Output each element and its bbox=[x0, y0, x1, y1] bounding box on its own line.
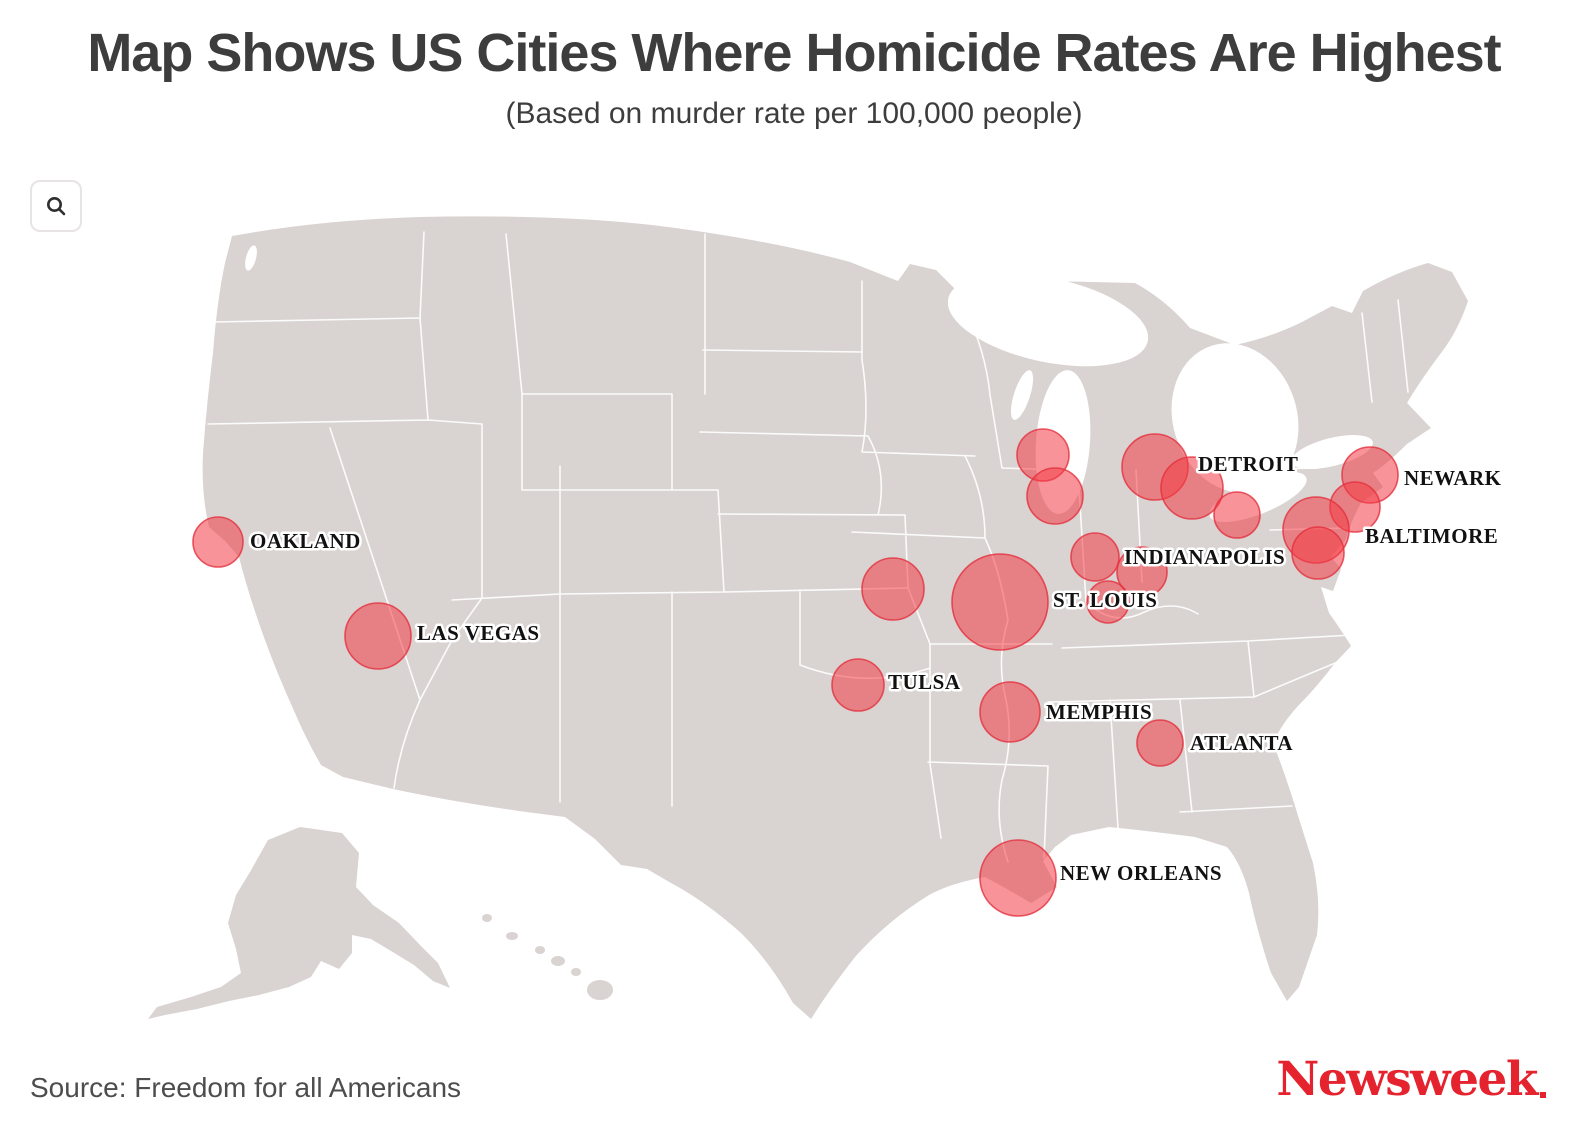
lake-superior bbox=[947, 273, 1149, 367]
newsweek-logo-text: Newsweek bbox=[1276, 1052, 1538, 1107]
city-bubble[interactable] bbox=[861, 557, 925, 621]
city-labels: OAKLAND LAS VEGAS ST. LOUIS TULSA MEMPHIS ATL… bbox=[248, 450, 1504, 888]
city-label-memphis: MEMPHIS bbox=[1046, 700, 1152, 724]
newsweek-logo: Newsweek bbox=[1276, 1052, 1546, 1107]
lake-huron bbox=[1171, 343, 1299, 493]
city-bubble-new-orleans[interactable] bbox=[979, 839, 1057, 917]
city-bubbles bbox=[192, 428, 1399, 917]
city-bubble-atlanta[interactable] bbox=[1136, 719, 1184, 767]
us-mainland bbox=[202, 216, 1469, 1019]
city-bubble[interactable] bbox=[1160, 456, 1224, 520]
city-label-las-vegas: LAS VEGAS bbox=[417, 621, 540, 645]
city-label-tulsa: TULSA bbox=[888, 670, 961, 694]
city-bubble-indianapolis[interactable] bbox=[1070, 532, 1120, 582]
state-borders bbox=[207, 231, 1409, 863]
green-bay bbox=[1010, 370, 1034, 420]
city-bubble[interactable] bbox=[1086, 580, 1130, 624]
source-note: Source: Freedom for all Americans bbox=[30, 1072, 462, 1103]
city-label-new-orleans: NEW ORLEANS bbox=[1060, 861, 1222, 885]
city-label-indianapolis: INDIANAPOLIS bbox=[1124, 545, 1285, 569]
puget-sound bbox=[245, 245, 257, 271]
city-bubble[interactable] bbox=[1116, 546, 1168, 598]
city-label-baltimore: BALTIMORE bbox=[1365, 524, 1498, 548]
city-bubble-oakland[interactable] bbox=[192, 516, 244, 568]
alaska bbox=[148, 827, 450, 1019]
map-zoom-button[interactable] bbox=[30, 180, 82, 232]
lake-ontario bbox=[1291, 435, 1373, 469]
city-bubble[interactable] bbox=[1213, 491, 1261, 539]
city-bubble-las-vegas[interactable] bbox=[344, 602, 412, 670]
great-lakes bbox=[245, 245, 1373, 523]
newsweek-logo-dot bbox=[1540, 1092, 1546, 1098]
page-subtitle: (Based on murder rate per 100,000 people… bbox=[505, 97, 1083, 131]
search-icon bbox=[44, 194, 68, 218]
city-label-st-louis: ST. LOUIS bbox=[1053, 588, 1158, 612]
city-label-atlanta: ATLANTA bbox=[1190, 731, 1293, 755]
city-label-newark: NEWARK bbox=[1404, 466, 1502, 490]
city-bubble-tulsa[interactable] bbox=[831, 658, 885, 712]
city-bubble-baltimore[interactable] bbox=[1291, 526, 1345, 580]
hawaii bbox=[482, 914, 613, 1000]
city-bubble-memphis[interactable] bbox=[979, 681, 1041, 743]
land-shapes bbox=[148, 216, 1469, 1019]
header: Map Shows US Cities Where Homicide Rates… bbox=[0, 23, 1588, 131]
city-bubble[interactable] bbox=[1026, 467, 1084, 525]
city-label-oakland: OAKLAND bbox=[250, 529, 361, 553]
city-bubble-st-louis[interactable] bbox=[951, 553, 1049, 651]
page-title: Map Shows US Cities Where Homicide Rates… bbox=[87, 23, 1501, 83]
city-label-detroit: DETROIT bbox=[1198, 452, 1298, 476]
